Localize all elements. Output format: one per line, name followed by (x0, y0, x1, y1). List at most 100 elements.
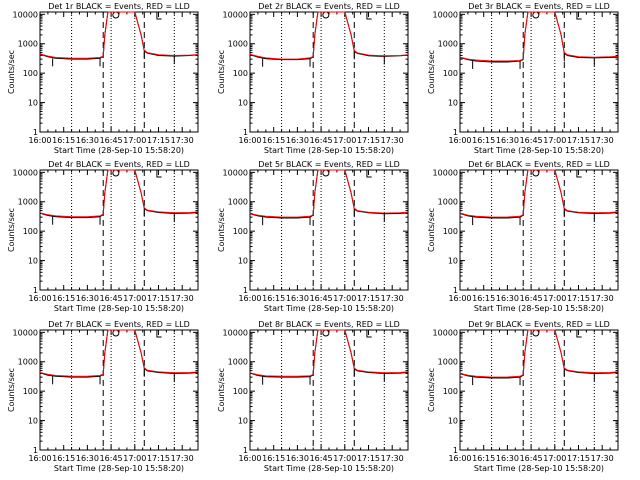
lld-series-line (459, 329, 619, 378)
x-tick-label: 17:00 (123, 136, 146, 145)
top-bracket-marker (156, 170, 162, 178)
panel-title: Det 3r BLACK = Events, RED = LLD (468, 2, 610, 11)
x-tick-label: 16:30 (496, 294, 519, 303)
x-tick-label: 16:00 (28, 136, 51, 145)
x-tick-label: 17:15 (357, 136, 380, 145)
x-axis-label: Start Time (28-Sep-10 15:58:20) (264, 146, 394, 155)
panel-title: Det 8r BLACK = Events, RED = LLD (258, 320, 400, 329)
top-circle-marker (112, 11, 120, 19)
x-tick-label: 16:30 (286, 454, 309, 463)
x-tick-label: 16:15 (52, 454, 75, 463)
top-circle-marker (112, 169, 120, 177)
y-tick-label: 10000 (223, 168, 248, 177)
x-tick-label: 17:00 (543, 454, 566, 463)
panel-title: Det 5r BLACK = Events, RED = LLD (258, 160, 400, 169)
top-circle-marker (532, 11, 540, 19)
x-tick-label: 17:30 (591, 454, 614, 463)
top-circle-marker (112, 329, 120, 337)
panel-title: Det 1r BLACK = Events, RED = LLD (48, 2, 190, 11)
y-tick-label: 1 (453, 286, 458, 295)
x-tick-label: 16:30 (76, 136, 99, 145)
x-tick-label: 16:00 (448, 294, 471, 303)
lld-series-line (459, 11, 619, 62)
top-bracket-marker (576, 330, 582, 338)
detector-panel: Det 7r BLACK = Events, RED = LLD 1 10 100 10… (7, 320, 199, 473)
x-tick-label: 16:15 (52, 136, 75, 145)
y-tick-label: 10000 (223, 328, 248, 337)
x-axis-label: Start Time (28-Sep-10 15:58:20) (54, 464, 184, 473)
detector-panel: Det 2r BLACK = Events, RED = LLD 1 10 100 10… (217, 2, 409, 155)
y-tick-label: 1 (33, 446, 38, 455)
x-tick-label: 17:00 (123, 454, 146, 463)
y-tick-label: 1000 (18, 40, 38, 49)
detector-panel: Det 9r BLACK = Events, RED = LLD 1 10 100 10… (427, 320, 619, 473)
y-tick-label: 100 (23, 227, 38, 236)
x-tick-label: 16:00 (238, 136, 261, 145)
detector-panel: Det 5r BLACK = Events, RED = LLD 1 10 100 10… (217, 160, 409, 313)
x-tick-label: 16:45 (520, 454, 543, 463)
x-tick-label: 17:30 (171, 136, 194, 145)
x-tick-label: 16:45 (520, 294, 543, 303)
x-tick-label: 16:00 (238, 294, 261, 303)
y-tick-label: 100 (443, 69, 458, 78)
detector-panel: Det 6r BLACK = Events, RED = LLD 1 10 100 10… (427, 160, 619, 313)
y-tick-label: 1000 (18, 358, 38, 367)
y-tick-label: 1000 (228, 198, 248, 207)
x-tick-label: 16:30 (496, 136, 519, 145)
x-tick-label: 17:30 (171, 454, 194, 463)
x-tick-label: 17:15 (357, 454, 380, 463)
y-tick-label: 10000 (13, 328, 38, 337)
top-bracket-marker (156, 12, 162, 20)
y-tick-label: 1000 (438, 198, 458, 207)
y-tick-label: 100 (443, 227, 458, 236)
y-axis-label: Counts/sec (7, 50, 16, 94)
x-tick-label: 16:15 (262, 136, 285, 145)
panel-title: Det 7r BLACK = Events, RED = LLD (48, 320, 190, 329)
y-tick-label: 10000 (433, 168, 458, 177)
top-circle-marker (322, 11, 330, 19)
x-tick-label: 16:30 (286, 294, 309, 303)
y-tick-label: 1 (243, 446, 248, 455)
y-tick-label: 1 (243, 128, 248, 137)
x-tick-label: 17:15 (357, 294, 380, 303)
events-series-line (249, 329, 409, 378)
top-bracket-marker (366, 170, 372, 178)
x-tick-label: 17:00 (333, 136, 356, 145)
y-axis-label: Counts/sec (7, 368, 16, 412)
top-circle-marker (322, 169, 330, 177)
y-tick-label: 1 (243, 286, 248, 295)
y-tick-label: 10000 (433, 328, 458, 337)
x-tick-label: 17:15 (567, 454, 590, 463)
y-tick-label: 100 (23, 69, 38, 78)
y-tick-label: 10 (238, 417, 248, 426)
y-tick-label: 1000 (438, 358, 458, 367)
lld-series-line (39, 11, 199, 59)
y-axis-label: Counts/sec (427, 50, 436, 94)
x-tick-label: 17:30 (381, 454, 404, 463)
y-tick-label: 100 (233, 69, 248, 78)
y-tick-label: 10 (28, 257, 38, 266)
x-tick-label: 16:15 (52, 294, 75, 303)
y-tick-label: 1 (453, 446, 458, 455)
x-tick-label: 16:45 (100, 294, 123, 303)
y-axis-label: Counts/sec (217, 50, 226, 94)
y-tick-label: 100 (233, 227, 248, 236)
y-axis-label: Counts/sec (427, 368, 436, 412)
y-tick-label: 10000 (13, 10, 38, 19)
lld-series-line (39, 169, 199, 218)
x-tick-label: 16:30 (286, 136, 309, 145)
x-tick-label: 16:15 (472, 294, 495, 303)
x-tick-label: 16:00 (238, 454, 261, 463)
y-tick-label: 10 (28, 417, 38, 426)
y-axis-label: Counts/sec (427, 208, 436, 252)
x-tick-label: 17:00 (333, 454, 356, 463)
x-tick-label: 17:15 (147, 136, 170, 145)
x-tick-label: 16:30 (76, 454, 99, 463)
x-axis-label: Start Time (28-Sep-10 15:58:20) (474, 146, 604, 155)
x-tick-label: 17:30 (591, 294, 614, 303)
top-bracket-marker (576, 12, 582, 20)
y-tick-label: 1000 (228, 40, 248, 49)
x-axis-label: Start Time (28-Sep-10 15:58:20) (264, 464, 394, 473)
x-tick-label: 16:00 (448, 136, 471, 145)
